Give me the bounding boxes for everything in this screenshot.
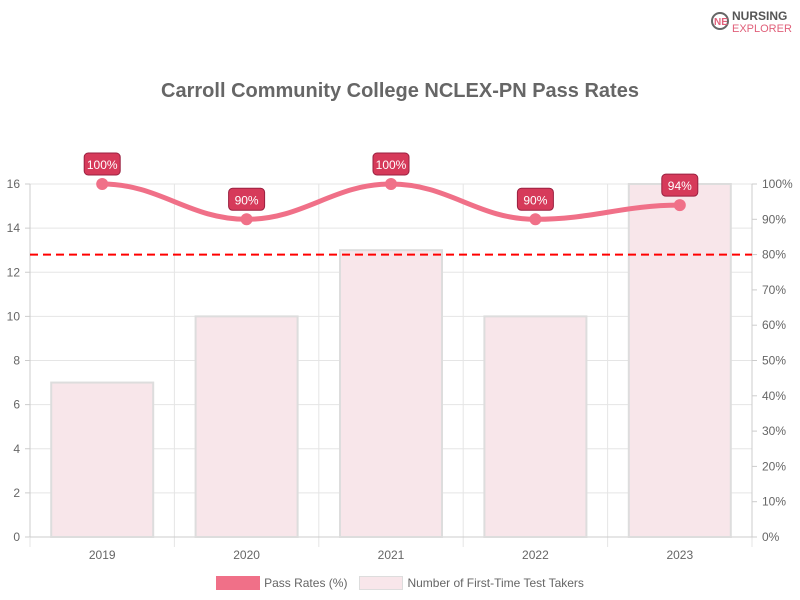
pass-rate-point-2023 <box>673 199 686 212</box>
bar-2023 <box>627 183 732 538</box>
data-label: 100% <box>87 158 118 172</box>
y-right-tick-label: 80% <box>762 248 786 262</box>
svg-text:NE: NE <box>714 17 728 28</box>
y-right-tick-label: 60% <box>762 318 786 332</box>
data-label-box <box>661 173 699 197</box>
y-left-tick-label: 0 <box>13 530 20 544</box>
bar-2022 <box>483 315 588 538</box>
data-label-box <box>228 187 266 211</box>
bar-2021 <box>339 249 443 538</box>
svg-text:EXPLORER: EXPLORER <box>732 23 792 35</box>
y-right-tick-label: 10% <box>762 495 786 509</box>
legend: Pass Rates (%) Number of First-Time Test… <box>0 576 800 590</box>
legend-swatch <box>216 576 261 590</box>
x-tick-label: 2020 <box>233 548 260 562</box>
y-left-tick-label: 8 <box>13 354 20 368</box>
nursing-explorer-logo: NE NURSING EXPLORER <box>710 8 795 36</box>
data-label: 90% <box>523 193 547 207</box>
pass-rate-point-2020 <box>240 213 253 226</box>
y-right-tick-label: 20% <box>762 459 786 473</box>
legend-item-pass-rates[interactable]: Pass Rates (%) <box>216 576 347 590</box>
legend-item-test-takers[interactable]: Number of First-Time Test Takers <box>359 576 584 590</box>
y-right-tick-label: 90% <box>762 212 786 226</box>
y-right-tick-label: 100% <box>762 177 793 191</box>
chart-title: Carroll Community College NCLEX-PN Pass … <box>161 80 639 102</box>
y-left-tick-label: 14 <box>7 221 21 235</box>
y-left-tick-label: 2 <box>13 486 20 500</box>
bar-2020 <box>194 315 299 538</box>
svg-text:NURSING: NURSING <box>732 9 787 23</box>
y-right-tick-label: 70% <box>762 283 786 297</box>
data-label: 90% <box>235 193 259 207</box>
y-left-tick-label: 4 <box>13 442 20 456</box>
data-label-box <box>372 152 410 176</box>
y-left-tick-label: 6 <box>13 398 20 412</box>
data-label: 94% <box>668 179 692 193</box>
bar-2019 <box>50 381 155 538</box>
y-right-tick-label: 50% <box>762 354 786 368</box>
y-right-tick-label: 0% <box>762 530 780 544</box>
y-left-tick-label: 16 <box>7 177 21 191</box>
pass-rate-point-2022 <box>529 213 542 226</box>
x-tick-label: 2022 <box>522 548 549 562</box>
legend-label: Number of First-Time Test Takers <box>407 576 584 590</box>
data-label-box <box>516 187 554 211</box>
x-tick-label: 2023 <box>666 548 693 562</box>
legend-label: Pass Rates (%) <box>264 576 348 590</box>
x-tick-label: 2021 <box>378 548 405 562</box>
y-left-tick-label: 12 <box>7 265 21 279</box>
y-right-tick-label: 30% <box>762 424 786 438</box>
x-tick-label: 2019 <box>89 548 116 562</box>
y-left-tick-label: 10 <box>7 309 21 323</box>
legend-swatch <box>359 576 404 590</box>
pass-rate-point-2021 <box>385 178 397 190</box>
pass-rate-point-2019 <box>96 178 109 190</box>
data-label-box <box>83 152 121 176</box>
data-label: 100% <box>376 158 407 172</box>
y-right-tick-label: 40% <box>762 389 786 403</box>
